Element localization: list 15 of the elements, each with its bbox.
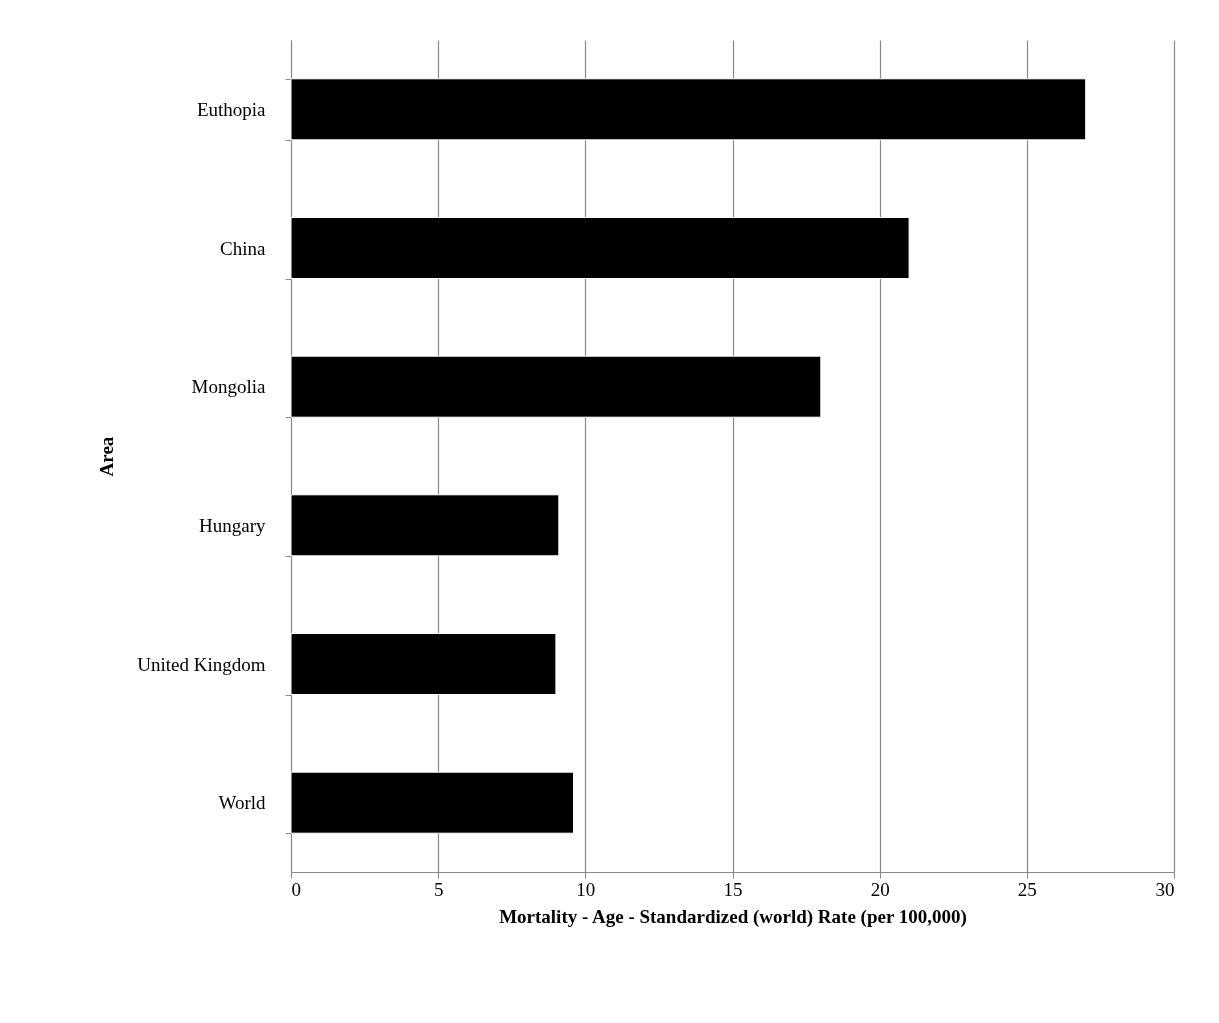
y-tick-label: United Kingdom	[137, 653, 266, 675]
x-tick-label: 30	[1155, 878, 1175, 900]
y-tick-label: Hungary	[199, 514, 266, 536]
y-tick-label: Euthopia	[196, 98, 267, 120]
x-tick-label: 0	[291, 878, 301, 900]
x-tick-label: 10	[576, 878, 596, 900]
x-tick-label: 5	[433, 878, 444, 900]
x-tick-label: 25	[1017, 878, 1037, 900]
x-axis-title: Mortality - Age - Standardized (world) Rate (per 100,000)	[499, 905, 967, 928]
y-axis-title: Area	[96, 436, 118, 477]
x-tick-label: 20	[870, 878, 890, 900]
y-tick-label: World	[218, 792, 266, 814]
y-tick-label: Mongolia	[191, 376, 267, 398]
x-tick-label: 15	[723, 878, 743, 900]
y-tick-label: China	[220, 237, 267, 259]
